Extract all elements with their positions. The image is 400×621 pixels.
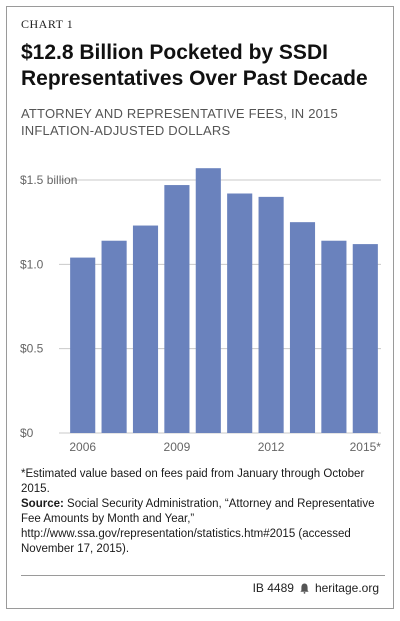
source-label: Source: (21, 498, 64, 510)
y-tick-label: $1.5 billion (20, 173, 77, 187)
bar (70, 257, 96, 433)
issue-brief-id: IB 4489 (252, 581, 294, 595)
y-tick-label: $0 (20, 426, 34, 440)
bar (352, 244, 378, 433)
x-tick-label: 2006 (69, 440, 96, 454)
bar (101, 240, 127, 433)
source-note: Source: Social Security Administration, … (21, 497, 385, 557)
y-tick-label: $0.5 (20, 342, 44, 356)
chart-notes: *Estimated value based on fees paid from… (21, 467, 385, 557)
y-tick-label: $1.0 (20, 257, 44, 271)
chart-subtitle: ATTORNEY AND REPRESENTATIVE FEES, IN 201… (21, 106, 338, 138)
chart-card: CHART 1 $12.8 Billion Pocketed by SSDI R… (6, 6, 394, 609)
bar (164, 185, 190, 433)
site-link[interactable]: heritage.org (314, 581, 379, 595)
x-tick-label: 2009 (164, 440, 191, 454)
bar-chart: $0 $0.5 $1.0 $1.5 billion 2006 2009 2012 2015* (20, 168, 382, 454)
chart-title: $12.8 Billion Pocketed by SSDI Represent… (21, 41, 368, 90)
bar (195, 168, 221, 433)
footer: IB 4489 heritage.org (253, 581, 379, 595)
bar (321, 240, 347, 433)
x-tick-label: 2015* (350, 440, 382, 454)
bar (289, 222, 316, 433)
bar (227, 193, 253, 433)
source-text: Social Security Administration, “Attorne… (21, 498, 375, 555)
bar (132, 225, 159, 433)
bar (258, 196, 284, 433)
estimate-note: *Estimated value based on fees paid from… (21, 468, 365, 495)
chart-number: CHART 1 (21, 17, 74, 31)
x-tick-label: 2012 (258, 440, 285, 454)
bell-icon (300, 583, 309, 594)
footer-divider (21, 575, 385, 576)
